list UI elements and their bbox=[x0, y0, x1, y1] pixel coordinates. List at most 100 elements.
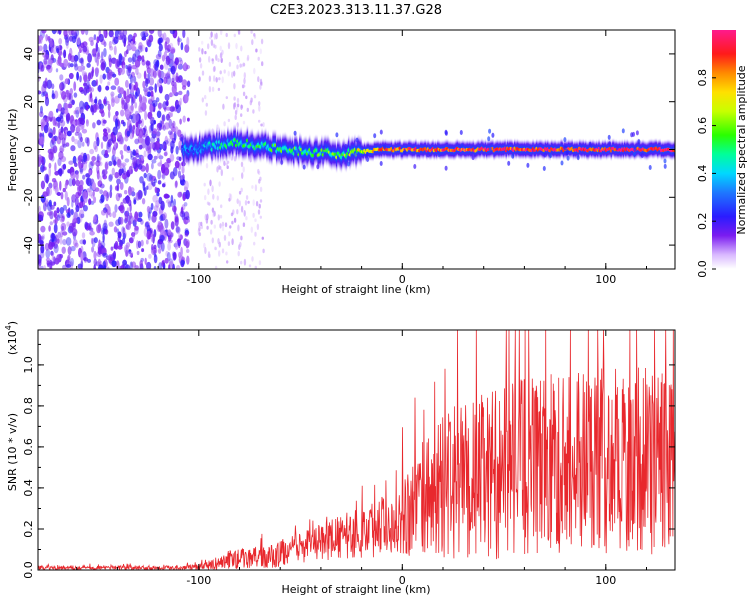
spectrogram-noise-cell bbox=[45, 34, 49, 42]
spectrogram-noise-cell bbox=[122, 30, 128, 37]
spectrogram-noise-cell bbox=[163, 144, 167, 151]
spectrogram-noise-cell bbox=[144, 30, 148, 37]
x-tick-label: 100 bbox=[595, 574, 616, 587]
spectrogram-noise-cell bbox=[51, 242, 55, 247]
spectrogram-noise-cell bbox=[71, 30, 75, 36]
spectrogram-noise-cell bbox=[254, 184, 258, 192]
spectrogram-noise-cell bbox=[123, 144, 128, 152]
spectrogram-noise-cell bbox=[178, 233, 182, 240]
spectrogram-noise-cell bbox=[179, 234, 183, 240]
spectrogram-noise-cell bbox=[49, 265, 53, 269]
spectrogram-noise-cell bbox=[218, 181, 221, 187]
spectrogram-noise-cell bbox=[238, 200, 241, 207]
spectrogram-noise-cell bbox=[72, 214, 77, 223]
spectrogram-noise-cell bbox=[74, 30, 80, 37]
spectrogram-noise-cell bbox=[102, 252, 108, 258]
spectrogram-noise-cell bbox=[210, 39, 214, 46]
spectrogram-noise-cell bbox=[183, 202, 188, 207]
spectrogram-noise-cell bbox=[250, 226, 253, 233]
spectrogram-noise-cell bbox=[174, 216, 179, 227]
spectrogram-noise-cell bbox=[59, 235, 63, 245]
spectrogram-noise-cell bbox=[40, 235, 45, 241]
spectrogram-noise-cell bbox=[69, 35, 73, 42]
spectrogram-noise-cell bbox=[137, 240, 142, 249]
spectrogram-noise-cell bbox=[67, 62, 71, 68]
spectrogram-noise-cell bbox=[543, 152, 547, 158]
spectrogram-noise-cell bbox=[150, 123, 154, 132]
spectrogram-noise-cell bbox=[81, 141, 85, 147]
spectrogram-noise-cell bbox=[131, 261, 137, 268]
spectrogram-noise-cell bbox=[80, 213, 85, 218]
colorbar-tick-label: 0.4 bbox=[696, 165, 709, 183]
x-tick-label: -100 bbox=[186, 574, 211, 587]
spectrogram-noise-cell bbox=[157, 221, 162, 226]
spectrogram-noise-cell bbox=[119, 216, 124, 225]
spectrogram-noise-cell bbox=[79, 168, 83, 173]
spectrogram-noise-cell bbox=[82, 205, 88, 212]
spectrogram-noise-cell bbox=[219, 45, 222, 51]
spectrogram-noise-cell bbox=[52, 145, 58, 154]
spectrogram-y-ticks: -40 -20 0 20 40 bbox=[22, 29, 675, 270]
spectrogram-noise-cell bbox=[59, 207, 64, 214]
spectrogram-noise-cell bbox=[148, 30, 155, 34]
spectrogram-noise-cell bbox=[119, 204, 125, 214]
spectrogram-noise-cell bbox=[132, 149, 136, 156]
spectrogram-noise-cell bbox=[162, 183, 166, 188]
spectrogram-noise-cell bbox=[156, 78, 163, 88]
spectrogram-noise-cell bbox=[152, 70, 157, 79]
spectrogram-noise-cell bbox=[135, 192, 140, 201]
spectrogram-noise-cell bbox=[44, 54, 50, 61]
spectrogram-noise-cell bbox=[233, 70, 236, 77]
spectrogram-noise-cell bbox=[136, 72, 142, 79]
spectrogram-noise-cell bbox=[125, 79, 129, 88]
spectrogram-noise-cell bbox=[223, 69, 226, 74]
spectrogram-noise-cell bbox=[205, 162, 209, 169]
spectrogram-noise-cell bbox=[182, 193, 186, 201]
spectrogram-noise-cell bbox=[142, 80, 146, 89]
spectrogram-noise-cell bbox=[156, 59, 160, 68]
spectrogram-noise-cell bbox=[128, 251, 134, 257]
spectrogram-noise-cell bbox=[251, 185, 254, 189]
spectrogram-noise-cell bbox=[41, 91, 45, 98]
spectrogram-noise-cell bbox=[52, 126, 56, 135]
spectrogram-noise-cell bbox=[38, 154, 42, 162]
spectrogram-noise-cell bbox=[69, 93, 73, 103]
spectrogram-noise-cell bbox=[124, 135, 129, 142]
spectrogram-noise-cell bbox=[43, 43, 48, 53]
spectrogram-noise-cell bbox=[74, 63, 79, 71]
spectrogram-noise-cell bbox=[67, 103, 73, 109]
spectrogram-noise-cell bbox=[203, 242, 206, 249]
spectrogram-noise-cell bbox=[165, 48, 171, 53]
spectrogram-noise-cell bbox=[102, 233, 105, 243]
spectrogram-noise-cell bbox=[71, 99, 75, 106]
spectrogram-noise-cell bbox=[166, 199, 171, 204]
spectrogram-noise-cell bbox=[198, 47, 201, 52]
spectrogram-noise-cell bbox=[231, 71, 234, 78]
spectrogram-noise-cell bbox=[104, 149, 109, 157]
spectrogram-noise-cell bbox=[177, 238, 182, 243]
spectrogram-noise-cell bbox=[102, 169, 108, 176]
spectrogram-noise-cell bbox=[63, 30, 68, 37]
spectrogram-noise-cell bbox=[127, 186, 132, 196]
spectrogram-noise-cell bbox=[166, 138, 171, 147]
spectrogram-noise-cell bbox=[100, 240, 106, 249]
spectrogram-noise-cell bbox=[213, 75, 216, 82]
spectrogram-noise-cell bbox=[140, 219, 144, 225]
spectrogram-noise-cell bbox=[648, 165, 652, 170]
spectrogram-noise-cell bbox=[150, 90, 154, 97]
spectrogram-noise-cell bbox=[51, 30, 57, 35]
spectrogram-noise-cell bbox=[66, 212, 71, 219]
spectrogram-noise-cell bbox=[87, 53, 92, 63]
x-tick-label: -100 bbox=[186, 273, 211, 286]
spectrogram-noise-cell bbox=[103, 47, 107, 58]
spectrogram-noise-cell bbox=[134, 59, 141, 68]
spectrogram-noise-cell bbox=[163, 140, 169, 145]
spectrogram-noise-cell bbox=[66, 221, 70, 227]
spectrogram-noise-cell bbox=[211, 207, 215, 213]
spectrogram-noise-cell bbox=[55, 116, 62, 122]
spectrogram-noise-cell bbox=[117, 93, 122, 99]
spectrogram-noise-cell bbox=[106, 205, 111, 216]
spectrogram-noise-cell bbox=[104, 203, 110, 209]
spectrogram-noise-cell bbox=[444, 129, 448, 135]
spectrogram-noise-cell bbox=[66, 264, 71, 268]
